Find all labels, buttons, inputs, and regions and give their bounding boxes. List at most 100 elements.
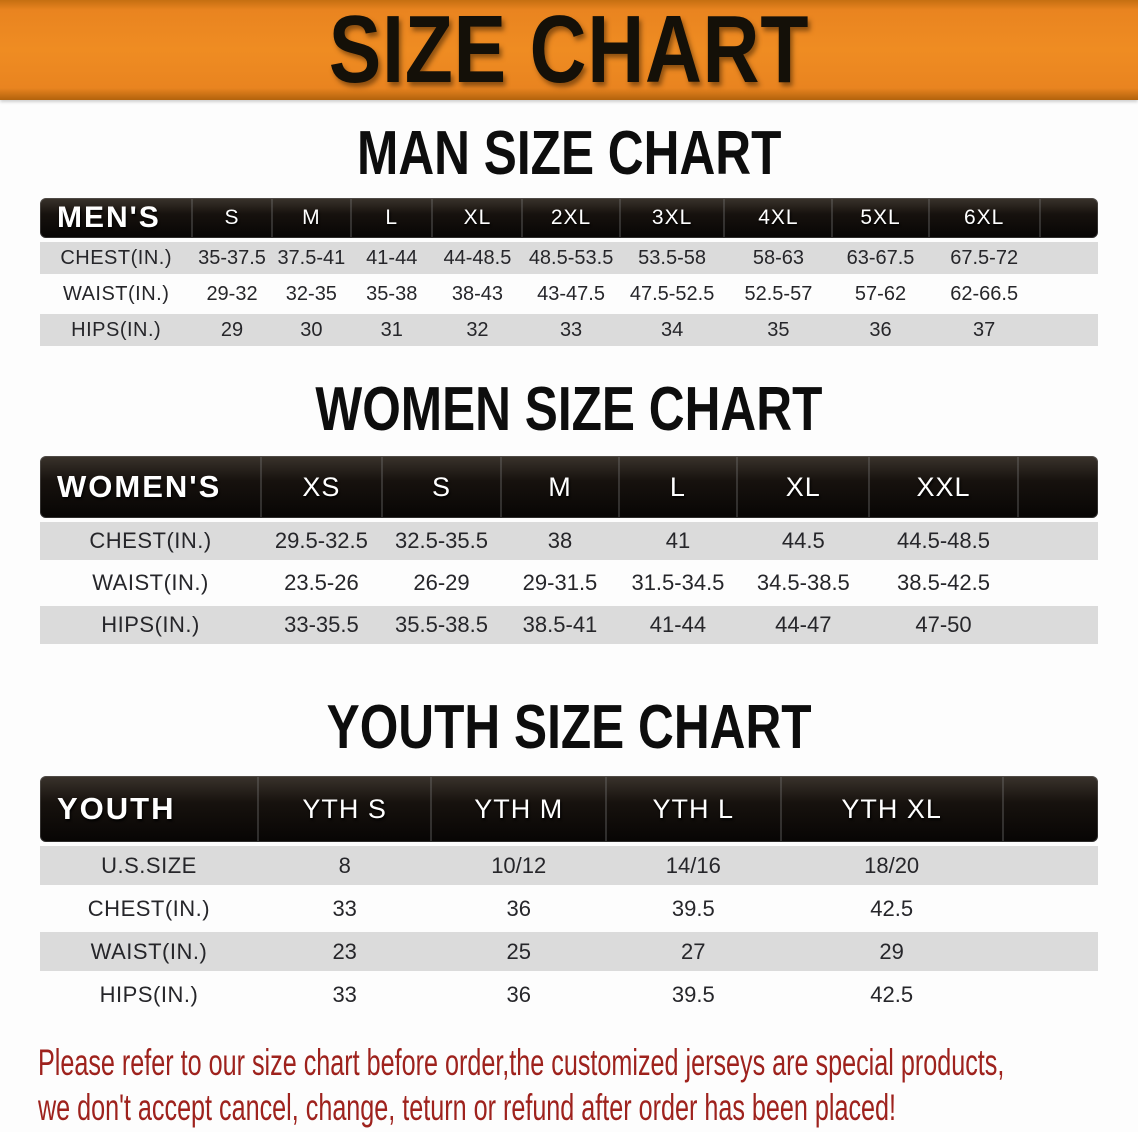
- size-value-cell: 29-31.5: [501, 564, 619, 602]
- size-value-cell: 23: [257, 932, 432, 971]
- table-header-row: YOUTH YTH S YTH M YTH L YTH XL: [40, 776, 1098, 842]
- row-filler-cell: [1002, 975, 1098, 1014]
- measure-row-label: HIPS(IN.): [40, 606, 262, 644]
- youth-size-table: YOUTH YTH S YTH M YTH L YTH XL U.S.SIZE 8 10/12…: [40, 772, 1098, 1018]
- size-value-cell: 33: [257, 889, 432, 928]
- women-section-heading-text: WOMEN SIZE CHART: [315, 375, 823, 444]
- measurement-row: HIPS(IN.) 29 30 31 32 33 34 35 36 37: [40, 314, 1098, 346]
- size-column-header: S: [192, 198, 272, 238]
- size-value-cell: 10/12: [431, 846, 606, 885]
- size-value-cell: 35-38: [351, 278, 433, 310]
- row-filler-cell: [1017, 564, 1098, 602]
- size-value-cell: 37.5-41: [271, 242, 352, 274]
- size-value-cell: 27: [606, 932, 781, 971]
- size-column-header: L: [351, 198, 433, 238]
- size-value-cell: 35-37.5: [192, 242, 272, 274]
- size-value-cell: 30: [271, 314, 352, 346]
- size-value-cell: 44-47: [737, 606, 870, 644]
- size-value-cell: 44.5: [737, 522, 870, 560]
- size-value-cell: 32.5-35.5: [381, 522, 502, 560]
- disclaimer-line-1: Please refer to our size chart before or…: [38, 1042, 1005, 1083]
- table-header-label: WOMEN'S: [40, 456, 262, 518]
- measure-row-label: U.S.SIZE: [40, 846, 258, 885]
- size-value-cell: 39.5: [606, 889, 781, 928]
- page-title-text: SIZE CHART: [328, 0, 810, 103]
- size-value-cell: 47-50: [869, 606, 1018, 644]
- size-column-header: XS: [261, 456, 382, 518]
- size-value-cell: 23.5-26: [261, 564, 382, 602]
- section-men-size-chart: MAN SIZE CHART MEN'S S M L XL 2XL 3XL 4XL 5XL 6XL…: [0, 123, 1138, 350]
- row-filler-cell: [1039, 242, 1098, 274]
- disclaimer-line-2: we don't accept cancel, change, teturn o…: [38, 1087, 897, 1128]
- size-value-cell: 14/16: [606, 846, 781, 885]
- header-filler-cell: [1017, 456, 1098, 518]
- size-column-header: 2XL: [522, 198, 620, 238]
- size-value-cell: 34.5-38.5: [737, 564, 870, 602]
- size-value-cell: 52.5-57: [724, 278, 833, 310]
- row-filler-cell: [1002, 846, 1098, 885]
- measurement-row: CHEST(IN.) 35-37.5 37.5-41 41-44 44-48.5 48.5…: [40, 242, 1098, 274]
- size-column-header: XXL: [869, 456, 1018, 518]
- size-value-cell: 8: [257, 846, 432, 885]
- table-header-label: YOUTH: [40, 776, 258, 842]
- size-value-cell: 42.5: [780, 889, 1003, 928]
- size-value-cell: 35.5-38.5: [381, 606, 502, 644]
- size-column-header: XL: [432, 198, 523, 238]
- section-youth-size-chart: YOUTH SIZE CHART YOUTH YTH S YTH M YTH L YTH…: [0, 693, 1138, 1018]
- size-value-cell: 53.5-58: [619, 242, 725, 274]
- measurement-row: WAIST(IN.) 23 25 27 29: [40, 932, 1098, 971]
- size-value-cell: 62-66.5: [928, 278, 1040, 310]
- size-column-header: 4XL: [724, 198, 833, 238]
- table-header-row: WOMEN'S XS S M L XL XXL: [40, 456, 1098, 518]
- size-value-cell: 36: [832, 314, 929, 346]
- size-value-cell: 44.5-48.5: [869, 522, 1018, 560]
- size-value-cell: 32: [432, 314, 523, 346]
- size-value-cell: 63-67.5: [832, 242, 929, 274]
- men-section-heading: MAN SIZE CHART: [0, 123, 1138, 185]
- size-value-cell: 38: [501, 522, 619, 560]
- size-value-cell: 42.5: [780, 975, 1003, 1014]
- youth-section-heading: YOUTH SIZE CHART: [0, 693, 1138, 762]
- header-filler-cell: [1039, 198, 1098, 238]
- size-column-header: YTH L: [606, 776, 781, 842]
- size-value-cell: 29-32: [192, 278, 272, 310]
- size-value-cell: 57-62: [832, 278, 929, 310]
- size-column-header: 6XL: [928, 198, 1040, 238]
- size-value-cell: 36: [431, 889, 606, 928]
- header-filler-cell: [1002, 776, 1098, 842]
- size-value-cell: 32-35: [271, 278, 352, 310]
- footer-disclaimer: Please refer to our size chart before or…: [38, 1040, 1138, 1130]
- row-filler-cell: [1039, 278, 1098, 310]
- size-value-cell: 39.5: [606, 975, 781, 1014]
- women-size-table-container: WOMEN'S XS S M L XL XXL CHEST(IN.) 29.5-32.5 32.5…: [0, 452, 1138, 648]
- size-value-cell: 67.5-72: [928, 242, 1040, 274]
- men-size-table-container: MEN'S S M L XL 2XL 3XL 4XL 5XL 6XL CHEST(IN.) 35-37…: [0, 194, 1138, 350]
- measurement-row: HIPS(IN.) 33-35.5 35.5-38.5 38.5-41 41-44 44-…: [40, 606, 1098, 644]
- women-section-heading: WOMEN SIZE CHART: [0, 375, 1138, 444]
- size-value-cell: 38-43: [432, 278, 523, 310]
- size-value-cell: 29: [780, 932, 1003, 971]
- measure-row-label: CHEST(IN.): [40, 242, 193, 274]
- size-value-cell: 25: [431, 932, 606, 971]
- size-value-cell: 47.5-52.5: [619, 278, 725, 310]
- size-value-cell: 38.5-41: [501, 606, 619, 644]
- measure-row-label: WAIST(IN.): [40, 564, 262, 602]
- size-column-header: M: [501, 456, 619, 518]
- row-filler-cell: [1017, 522, 1098, 560]
- youth-section-heading-text: YOUTH SIZE CHART: [326, 693, 812, 762]
- measurement-row: CHEST(IN.) 29.5-32.5 32.5-35.5 38 41 44.5 44.5…: [40, 522, 1098, 560]
- men-size-table: MEN'S S M L XL 2XL 3XL 4XL 5XL 6XL CHEST(IN.) 35-37…: [40, 194, 1098, 350]
- size-value-cell: 36: [431, 975, 606, 1014]
- table-header-row: MEN'S S M L XL 2XL 3XL 4XL 5XL 6XL: [40, 198, 1098, 238]
- size-value-cell: 26-29: [381, 564, 502, 602]
- title-banner: SIZE CHART: [0, 0, 1138, 100]
- table-header-label: MEN'S: [40, 198, 193, 238]
- size-column-header: XL: [737, 456, 870, 518]
- row-filler-cell: [1002, 932, 1098, 971]
- size-value-cell: 44-48.5: [432, 242, 523, 274]
- row-filler-cell: [1002, 889, 1098, 928]
- size-value-cell: 29.5-32.5: [261, 522, 382, 560]
- size-value-cell: 41-44: [618, 606, 738, 644]
- size-value-cell: 33-35.5: [261, 606, 382, 644]
